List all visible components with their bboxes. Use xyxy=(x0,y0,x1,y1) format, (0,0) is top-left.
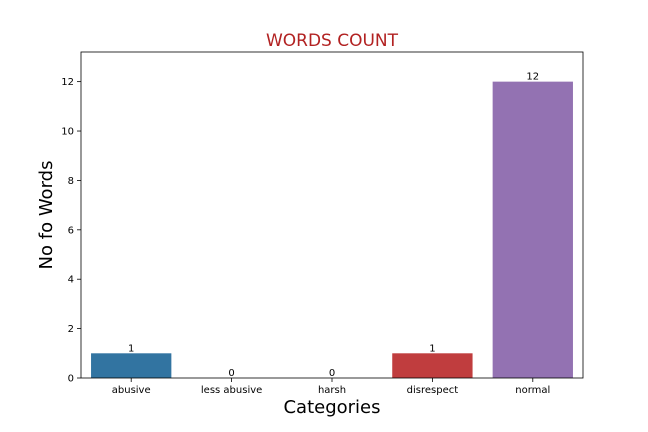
bars-group xyxy=(91,81,573,379)
bar-labels-group: 1 0 0 1 12 xyxy=(128,72,539,379)
x-tick-label: less abusive xyxy=(201,385,262,396)
y-tick-label: 4 xyxy=(68,275,74,286)
bar-normal xyxy=(492,81,573,379)
bar-value-label: 12 xyxy=(526,72,539,83)
bar-value-label: 1 xyxy=(429,343,435,354)
bar-value-label: 0 xyxy=(228,368,234,379)
bar-disrespect xyxy=(392,353,473,378)
x-axis: abusive less abusive harsh disrespect normal xyxy=(112,378,550,396)
y-axis: 0 2 4 6 8 10 12 xyxy=(61,77,81,385)
y-tick-label: 2 xyxy=(68,324,74,335)
chart-title: WORDS COUNT xyxy=(266,31,399,51)
x-tick-label: disrespect xyxy=(407,385,459,396)
y-tick-label: 12 xyxy=(61,77,74,88)
x-tick-label: abusive xyxy=(112,385,151,396)
x-tick-label: normal xyxy=(515,385,550,396)
x-tick-label: harsh xyxy=(318,385,346,396)
bar-value-label: 1 xyxy=(128,343,134,354)
y-tick-label: 10 xyxy=(61,127,74,138)
y-tick-label: 6 xyxy=(68,225,74,236)
x-axis-title: Categories xyxy=(283,397,380,418)
bar-value-label: 0 xyxy=(329,368,335,379)
y-axis-title: No fo Words xyxy=(36,161,57,270)
bar-abusive xyxy=(91,353,172,378)
y-tick-label: 0 xyxy=(68,374,74,385)
y-tick-label: 8 xyxy=(68,176,74,187)
